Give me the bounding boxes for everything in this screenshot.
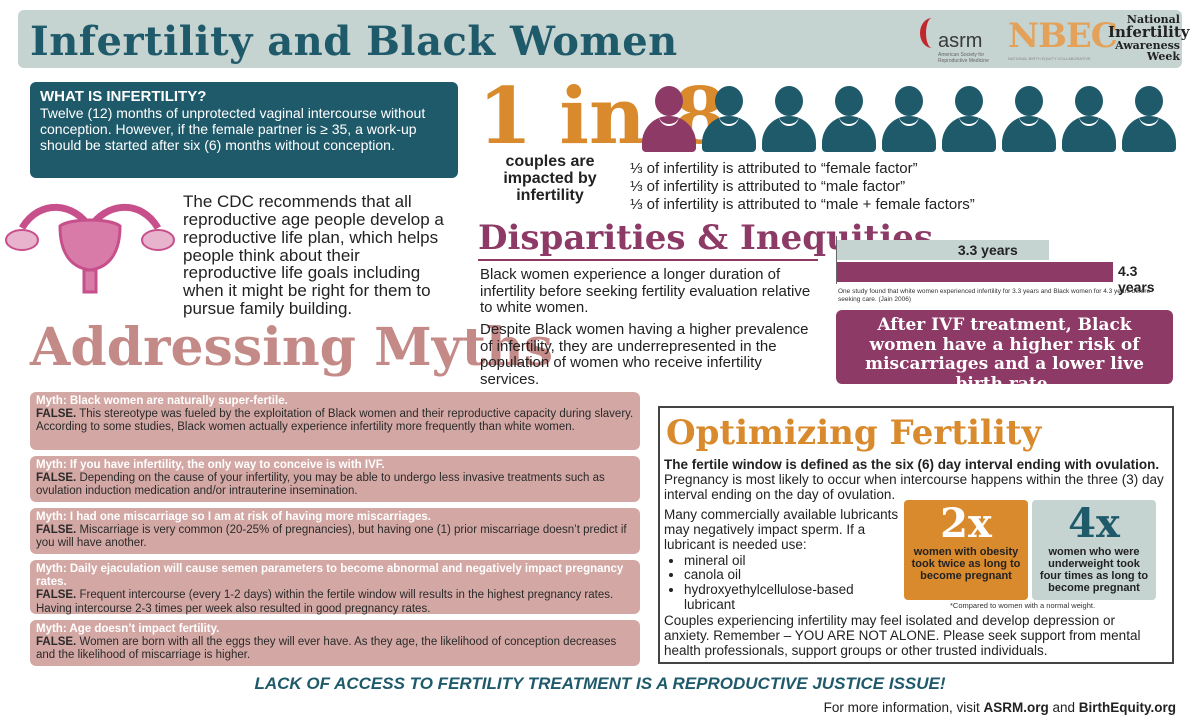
bar-label-black-women: 4.3 years (1118, 263, 1155, 295)
myth-question: Myth: I had one miscarriage so I am at r… (36, 511, 431, 523)
optimizing-fertility-box (658, 406, 1174, 664)
asrm-link[interactable]: ASRM.org (983, 700, 1049, 715)
myths-title: Addressing Myths (30, 317, 553, 378)
header-banner: Infertility and Black Women asrm America… (18, 10, 1190, 68)
person-icon (880, 86, 938, 154)
fraction-both: ⅓ of infertility is attributed to “male … (630, 196, 975, 213)
obesity-stat-number: 2x (940, 500, 992, 547)
birthequity-link[interactable]: BirthEquity.org (1078, 700, 1176, 715)
justice-banner: LACK OF ACCESS TO FERTILITY TREATMENT IS… (254, 674, 946, 693)
myth-card: Myth: Daily ejaculation will cause semen… (30, 560, 640, 615)
fraction-list: ⅓ of infertility is attributed to “femal… (630, 160, 975, 214)
myth-false-label: FALSE. (36, 524, 77, 537)
myth-false-label: FALSE. (36, 472, 77, 485)
asrm-logo: asrm American Society for Reproductive M… (918, 16, 998, 64)
what-is-title: WHAT IS INFERTILITY? (40, 88, 207, 105)
disparities-paragraph-1: Black women experience a longer duration… (480, 266, 811, 316)
list-item: mineral oil (684, 553, 900, 569)
what-is-body: Twelve (12) months of unprotected vagina… (40, 105, 426, 154)
page-title: Infertility and Black Women (30, 18, 678, 65)
niaw-logo: National Infertility Awareness Week (1108, 13, 1190, 63)
uterus-icon (5, 203, 175, 294)
person-highlight-icon (640, 86, 698, 154)
disparities-paragraph-2: Despite Black women having a higher prev… (480, 321, 809, 388)
myth-question: Myth: Black women are naturally super-fe… (36, 395, 288, 407)
myth-card: Myth: Age doesn’t impact fertility. FALS… (30, 620, 640, 666)
myth-answer: Frequent intercourse (every 1-2 days) wi… (36, 589, 614, 615)
person-icon (940, 86, 998, 154)
obesity-stat-desc: women with obesity took twice as long to… (911, 546, 1021, 583)
chart-note: One study found that white women experie… (838, 288, 1151, 303)
myth-answer: This stereotype was fueled by the exploi… (36, 408, 634, 434)
myth-question: Myth: Daily ejaculation will cause semen… (36, 563, 624, 589)
myth-question: Myth: Age doesn’t impact fertility. (36, 623, 220, 635)
person-icon (760, 86, 818, 154)
nbec-logo: NBEC NATIONAL BIRTH EQUITY COLLABORATIVE (1008, 16, 1118, 61)
lubricant-intro: Many commercially available lubricants m… (664, 507, 899, 552)
myth-answer: Depending on the cause of your infertili… (36, 472, 605, 498)
lubricant-list: mineral oil canola oil hydroxyethylcellu… (684, 553, 900, 613)
fertile-window-text: The fertile window is defined as the six… (664, 457, 1164, 502)
bar-white-women (837, 240, 1049, 260)
list-item: hydroxyethylcellulose-based lubricant (684, 582, 900, 613)
duration-bar-chart: 3.3 years 4.3 years One study found that… (836, 236, 1176, 306)
underweight-stat-number: 4x (1068, 500, 1120, 547)
one-in-eight-caption: couples are impacted by infertility (503, 153, 597, 204)
myth-card: Myth: I had one miscarriage so I am at r… (30, 508, 640, 554)
underweight-stat-desc: women who were underweight took four tim… (1039, 546, 1149, 595)
what-is-infertility-box: WHAT IS INFERTILITY? Twelve (12) months … (30, 82, 458, 178)
fraction-male: ⅓ of infertility is attributed to “male … (630, 178, 906, 195)
optimizing-title: Optimizing Fertility (666, 413, 1042, 453)
myth-card: Myth: Black women are naturally super-fe… (30, 392, 640, 450)
myth-false-label: FALSE. (36, 589, 77, 602)
myth-false-label: FALSE. (36, 636, 77, 649)
people-icon-row (640, 86, 1180, 156)
ivf-risk-box: After IVF treatment, Black women have a … (836, 310, 1173, 393)
fraction-female: ⅓ of infertility is attributed to “femal… (630, 160, 918, 177)
chart-axis (836, 236, 837, 284)
cdc-recommendation: The CDC recommends that all reproductive… (183, 192, 444, 319)
lubricant-info: Many commercially available lubricants m… (664, 507, 900, 613)
person-icon (1060, 86, 1118, 154)
more-info: For more information, visit ASRM.org and… (823, 700, 1176, 715)
myth-card: Myth: If you have infertility, the only … (30, 456, 640, 502)
person-icon (700, 86, 758, 154)
list-item: canola oil (684, 568, 900, 583)
disparities-underline (478, 259, 818, 261)
underweight-stat-card: 4x women who were underweight took four … (1032, 500, 1156, 600)
myth-question: Myth: If you have infertility, the only … (36, 459, 385, 471)
person-icon (1120, 86, 1178, 154)
myth-answer: Women are born with all the eggs they wi… (36, 636, 617, 662)
myth-false-label: FALSE. (36, 408, 77, 421)
bar-black-women (837, 262, 1113, 282)
myth-answer: Miscarriage is very common (20-25% of pr… (36, 524, 627, 550)
compare-note: *Compared to women with a normal weight. (950, 601, 1096, 610)
couples-support-text: Couples experiencing infertility may fee… (664, 613, 1141, 658)
bar-label-white-women: 3.3 years (957, 242, 1018, 258)
person-icon (820, 86, 878, 154)
asrm-mark-icon (920, 18, 944, 48)
obesity-stat-card: 2x women with obesity took twice as long… (904, 500, 1028, 600)
person-icon (1000, 86, 1058, 154)
